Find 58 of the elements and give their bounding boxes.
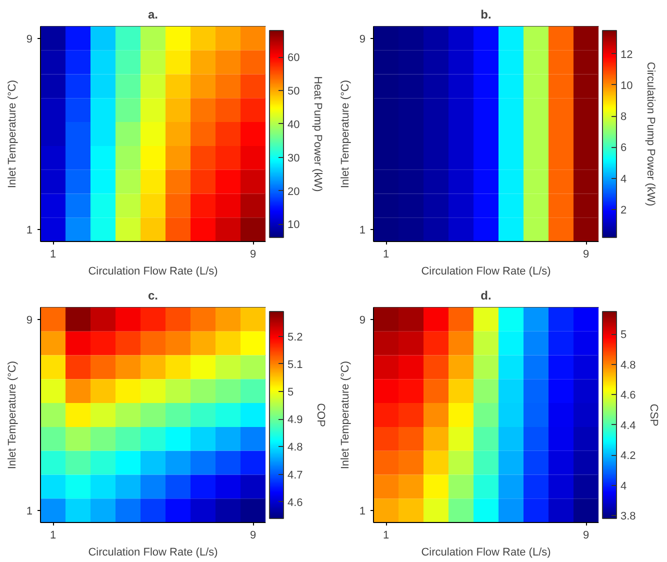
- color-bar-title: Circulation Pump Power (kW): [644, 62, 656, 206]
- x-tick-label: 9: [582, 248, 590, 260]
- x-tick-label: 1: [50, 248, 56, 260]
- color-bar-label: 5: [288, 386, 294, 399]
- y-axis-title: Inlet Temperature (°C): [339, 361, 352, 470]
- x-tick-label: 1: [382, 530, 390, 542]
- color-bar-label: 4.8: [288, 442, 303, 454]
- color-bar-label: 30: [288, 152, 300, 164]
- color-bar-title: COP: [314, 403, 326, 427]
- x-axis-title: Circulation Flow Rate (L/s): [88, 266, 218, 278]
- color-bar-label: 6: [620, 142, 627, 154]
- color-bar-label: 4.6: [620, 390, 636, 402]
- color-bar-label: 4.6: [288, 496, 303, 509]
- x-tick-label: 9: [250, 530, 256, 542]
- y-tick-label: 9: [26, 33, 33, 46]
- color-bar-label: 4.2: [620, 450, 636, 462]
- x-tick-label: 1: [50, 530, 56, 542]
- color-bar-label: 10: [288, 219, 300, 232]
- x-tick-label: 1: [382, 248, 390, 260]
- color-bar-label: 4.8: [620, 359, 636, 372]
- y-tick-label: 1: [26, 224, 33, 237]
- color-bar-label: 40: [288, 118, 300, 131]
- color-bar-label: 60: [288, 52, 300, 64]
- color-bar-title: CSP: [648, 404, 660, 426]
- color-bar-label: 5.1: [288, 358, 303, 371]
- x-tick-label: 9: [582, 530, 590, 542]
- color-bar-label: 5.2: [288, 331, 303, 344]
- color-bar-label: 3.8: [620, 510, 636, 522]
- color-bar-label: 4: [620, 480, 627, 492]
- x-axis-title: Circulation Flow Rate (L/s): [421, 546, 551, 558]
- chart-title: b.: [480, 8, 492, 22]
- color-bar-label: 12: [620, 48, 633, 61]
- y-axis-title: Inlet Temperature (°C): [339, 80, 352, 188]
- y-tick-label: 1: [359, 506, 366, 518]
- chart-title: a.: [148, 8, 158, 22]
- y-axis-title: Inlet Temperature (°C): [6, 80, 18, 188]
- color-bar-label: 8: [620, 111, 627, 124]
- y-tick-label: 9: [359, 314, 366, 326]
- color-bar-label: 20: [288, 186, 300, 198]
- y-tick-label: 1: [359, 224, 366, 237]
- chart-title: d.: [480, 288, 492, 302]
- y-axis-title: Inlet Temperature (°C): [6, 361, 18, 470]
- x-tick-label: 9: [250, 248, 256, 260]
- x-axis-title: Circulation Flow Rate (L/s): [88, 546, 218, 558]
- color-bar-title: Heat Pump Power (kW): [312, 76, 324, 192]
- color-bar-label: 4.7: [288, 469, 303, 482]
- color-bar-label: 50: [288, 86, 300, 98]
- color-bar-label: 4: [620, 173, 627, 186]
- color-bar-label: 4.4: [620, 420, 636, 432]
- color-bar-label: 4.9: [288, 414, 303, 426]
- chart-title: c.: [148, 288, 158, 302]
- color-bar-label: 10: [620, 80, 633, 92]
- color-bar-label: 5: [620, 329, 627, 342]
- y-tick-label: 9: [359, 33, 366, 46]
- y-tick-label: 1: [26, 506, 33, 518]
- y-tick-label: 9: [26, 314, 33, 326]
- x-axis-title: Circulation Flow Rate (L/s): [421, 266, 551, 278]
- color-bar-label: 2: [620, 204, 627, 216]
